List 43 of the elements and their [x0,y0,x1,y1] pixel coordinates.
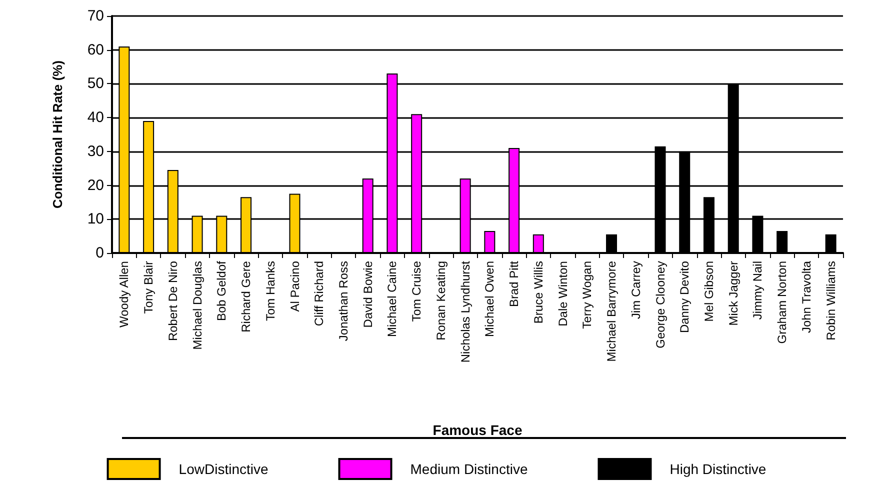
y-axis-title: Conditional Hit Rate (%) [50,60,65,209]
x-axis-title: Famous Face [432,422,522,438]
y-tick-label: 0 [96,244,104,262]
y-tick-label: 50 [87,75,104,92]
x-tick-label: Robert De Niro [166,260,180,342]
legend-label: Medium Distinctive [410,461,528,477]
x-tick-label: Tony Blair [142,260,156,314]
legend-label: LowDistinctive [178,461,268,477]
x-tick-label: George Clooney [653,261,668,348]
x-tick-label: David Bowie [360,260,375,328]
x-tick-label: Cliff Richard [312,261,326,326]
x-tick-label: Michael Owen [482,261,497,338]
x-tick-label: Richard Gere [239,260,254,332]
x-tick-label: Michael Caine [385,260,400,338]
x-tick-label: Jim Carrey [628,261,643,320]
x-tick-label: Dale Winton [556,261,570,326]
x-tick-label: Bob Geldof [214,260,229,322]
x-tick-label: Michael Douglas [190,261,204,350]
y-tick-label: 60 [87,41,104,58]
x-tick-label: Graham Norton [775,261,790,344]
x-tick-label: Robin Williams [824,261,838,340]
x-tick-label: Bruce Willis [531,261,546,324]
legend-label: High Distinctive [670,461,766,477]
x-tick-label: Woody Allen [117,261,132,328]
y-tick-label: 30 [87,142,104,160]
x-tick-label: Tom Cruise [410,260,424,322]
x-tick-label: Mel Gibson [702,261,716,322]
x-tick-label: Jimmy Nail [750,261,765,320]
y-tick-label: 70 [87,8,104,24]
x-tick-label: Brad Pitt [507,260,522,308]
x-tick-label: Danny Devito [678,260,692,334]
x-tick-label: Al Pacino [288,260,302,312]
x-tick-label: Tom Hanks [263,261,278,322]
x-tick-label: John Travolta [799,260,814,334]
x-tick-label: Jonathan Ross [336,261,350,342]
y-tick-label: 40 [87,109,104,126]
x-tick-label: Terry Wogan [580,261,594,329]
y-tick-label: 10 [87,210,104,228]
x-tick-label: Ronan Keating [434,261,448,340]
x-tick-label: Nicholas Lyndhurst [458,260,472,363]
x-tick-label: Michael Barrymore [604,260,619,362]
x-tick-label: Mick Jagger [726,260,740,326]
y-tick-label: 20 [87,176,104,194]
